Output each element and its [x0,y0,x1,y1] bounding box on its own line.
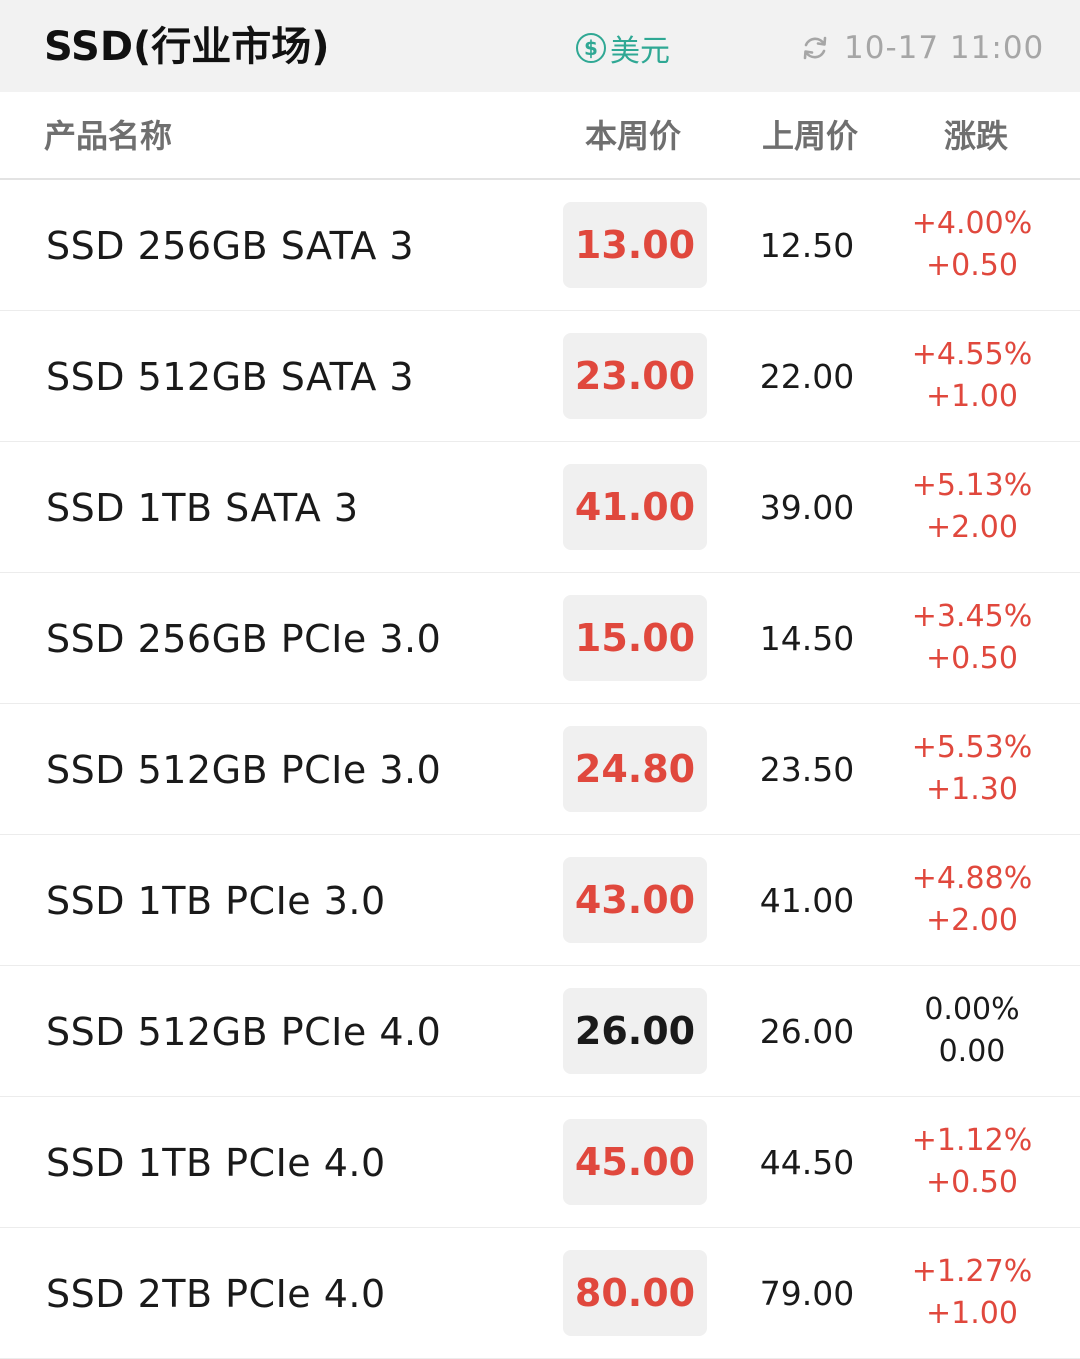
last-week-price: 41.00 [759,881,855,920]
this-week-price: 26.00 [563,988,707,1074]
product-name: SSD 1TB PCIe 3.0 [46,878,386,923]
table-row[interactable]: SSD 1TB SATA 3 41.00 39.00 +5.13% +2.00 [0,442,1080,573]
this-week-price: 45.00 [563,1119,707,1205]
change-percent: 0.00% [924,992,1020,1027]
price-change: +3.45% +0.50 [900,595,1044,681]
column-header-change[interactable]: 涨跌 [944,117,1009,155]
change-percent: +4.88% [911,861,1033,896]
table-row[interactable]: SSD 512GB SATA 3 23.00 22.00 +4.55% +1.0… [0,311,1080,442]
top-bar: SSD(行业市场) $ 美元 10-17 11:00 [0,0,1080,92]
product-name: SSD 512GB PCIe 3.0 [46,747,442,792]
update-time-text: 10-17 11:00 [844,30,1045,66]
column-header-name: 产品名称 [44,117,173,155]
change-percent: +4.55% [911,337,1033,372]
change-amount: +2.00 [926,903,1018,938]
change-percent: +4.00% [911,206,1033,241]
update-time[interactable]: 10-17 11:00 [800,28,1044,68]
product-name: SSD 1TB SATA 3 [46,485,359,530]
change-percent: +5.53% [911,730,1033,765]
price-change: +1.12% +0.50 [900,1119,1044,1205]
product-name: SSD 2TB PCIe 4.0 [46,1271,386,1316]
dollar-coin-icon: $ [576,33,606,63]
this-week-price: 23.00 [563,333,707,419]
this-week-price: 13.00 [563,202,707,288]
last-week-price: 79.00 [759,1274,855,1313]
change-amount: +0.50 [926,1165,1018,1200]
change-amount: 0.00 [938,1034,1006,1069]
change-percent: +5.13% [911,468,1033,503]
table-row[interactable]: SSD 256GB SATA 3 13.00 12.50 +4.00% +0.5… [0,180,1080,311]
change-amount: +1.00 [926,1296,1018,1331]
price-change: +4.00% +0.50 [900,202,1044,288]
table-row[interactable]: SSD 1TB PCIe 3.0 43.00 41.00 +4.88% +2.0… [0,835,1080,966]
last-week-price: 26.00 [759,1012,855,1051]
change-amount: +0.50 [926,641,1018,676]
table-row[interactable]: SSD 512GB PCIe 4.0 26.00 26.00 0.00% 0.0… [0,966,1080,1097]
currency-toggle[interactable]: $ 美元 [576,28,670,69]
table-row[interactable]: SSD 256GB PCIe 3.0 15.00 14.50 +3.45% +0… [0,573,1080,704]
change-amount: +2.00 [926,510,1018,545]
last-week-price: 22.00 [759,357,855,396]
product-name: SSD 256GB PCIe 3.0 [46,616,442,661]
refresh-icon[interactable] [800,33,830,63]
last-week-price: 14.50 [759,619,855,658]
price-change: +5.53% +1.30 [900,726,1044,812]
product-name: SSD 1TB PCIe 4.0 [46,1140,386,1185]
last-week-price: 23.50 [759,750,855,789]
this-week-price: 43.00 [563,857,707,943]
change-percent: +1.12% [911,1123,1033,1158]
table-header: 产品名称 本周价 上周价 涨跌 [0,92,1080,180]
change-amount: +1.00 [926,379,1018,414]
price-change: +5.13% +2.00 [900,464,1044,550]
column-header-last-week[interactable]: 上周价 [762,117,859,155]
column-header-this-week[interactable]: 本周价 [585,117,682,155]
this-week-price: 15.00 [563,595,707,681]
change-amount: +1.30 [926,772,1018,807]
last-week-price: 39.00 [759,488,855,527]
table-row[interactable]: SSD 512GB PCIe 3.0 24.80 23.50 +5.53% +1… [0,704,1080,835]
change-amount: +0.50 [926,248,1018,283]
change-percent: +1.27% [911,1254,1033,1289]
this-week-price: 80.00 [563,1250,707,1336]
currency-label: 美元 [610,34,670,69]
page-title: SSD(行业市场) [44,24,330,70]
product-name: SSD 256GB SATA 3 [46,223,415,268]
price-change: +1.27% +1.00 [900,1250,1044,1336]
this-week-price: 24.80 [563,726,707,812]
table-row[interactable]: SSD 1TB PCIe 4.0 45.00 44.50 +1.12% +0.5… [0,1097,1080,1228]
change-percent: +3.45% [911,599,1033,634]
last-week-price: 44.50 [759,1143,855,1182]
price-change: +4.55% +1.00 [900,333,1044,419]
product-name: SSD 512GB SATA 3 [46,354,415,399]
price-table: SSD 256GB SATA 3 13.00 12.50 +4.00% +0.5… [0,180,1080,1359]
product-name: SSD 512GB PCIe 4.0 [46,1009,442,1054]
price-change: +4.88% +2.00 [900,857,1044,943]
last-week-price: 12.50 [759,226,855,265]
price-change: 0.00% 0.00 [900,988,1044,1074]
this-week-price: 41.00 [563,464,707,550]
table-row[interactable]: SSD 2TB PCIe 4.0 80.00 79.00 +1.27% +1.0… [0,1228,1080,1359]
